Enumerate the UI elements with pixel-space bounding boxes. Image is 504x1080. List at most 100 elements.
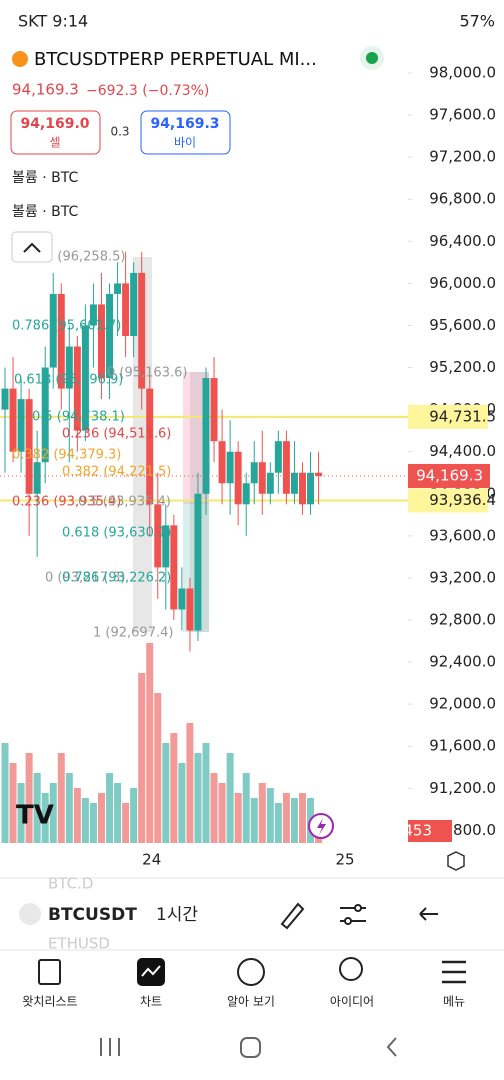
volume-bar: [97, 793, 105, 843]
candle-body: [274, 441, 282, 473]
nav-icon[interactable]: [237, 958, 265, 986]
volume-bar: [170, 733, 178, 843]
candle-body: [154, 504, 162, 568]
y-tick-label: 97,600.0: [429, 106, 496, 124]
sell-button[interactable]: [10, 110, 101, 155]
last-price-label: 94,169.3: [416, 466, 483, 484]
y-tick-label: 98,000.0: [429, 64, 496, 82]
volume-bar: [194, 753, 202, 843]
fib-label: 0 (95,163.6): [107, 366, 187, 381]
indicator-label[interactable]: 볼륨 · BTC: [12, 170, 78, 186]
volume-bar: [242, 773, 250, 843]
bolt-icon: [317, 818, 326, 835]
candle-body: [282, 441, 290, 494]
price-line-tag: [408, 488, 488, 513]
last-price-tag: [408, 463, 490, 488]
coin-icon: [19, 903, 41, 925]
volume-bar: [130, 788, 138, 843]
y-tick-label: 96,000.0: [429, 274, 496, 292]
draw-icon[interactable]: [280, 902, 305, 930]
candle-body: [65, 346, 73, 389]
candle-body: [9, 388, 17, 452]
sell-price[interactable]: 94,169.0: [20, 116, 89, 132]
y-tick-label: 92,000.0: [429, 695, 496, 713]
candle-body: [130, 272, 138, 336]
candle-body: [57, 293, 65, 389]
candle-body: [114, 283, 122, 294]
indicator-label[interactable]: 볼륨 · BTC: [12, 204, 78, 220]
candle-body: [81, 325, 89, 431]
collapse-button[interactable]: [11, 231, 53, 263]
volume-bar: [226, 753, 234, 843]
volume-bar: [57, 753, 65, 843]
volume-bar: [114, 783, 122, 843]
nav-icon[interactable]: [339, 957, 363, 981]
volume-bar: [138, 673, 146, 843]
candle-body: [242, 483, 250, 505]
candle-body: [218, 441, 226, 484]
candle-body: [25, 399, 33, 494]
indicators-icon[interactable]: [340, 904, 366, 925]
volume-bar: [258, 783, 266, 843]
price: 94,169.3: [12, 81, 79, 99]
x-tick-label: 25: [335, 851, 354, 869]
volume-bar: [162, 743, 170, 843]
fib-label: 0.5 (93,935.4): [78, 495, 171, 510]
nav-label[interactable]: 차트: [140, 995, 162, 1009]
volume-bar: [106, 773, 114, 843]
candle-body: [226, 451, 234, 484]
x-tick-label: 24: [142, 851, 161, 869]
y-tick-label: 94,400.0: [429, 442, 496, 460]
interval[interactable]: 1시간: [156, 905, 198, 925]
ui: SKT 9:14 57% BTCUSDTPERP PERPETUAL MI...…: [0, 12, 504, 1058]
candle-body: [290, 472, 298, 494]
candle-body: [106, 293, 114, 379]
volume-bar: [73, 788, 81, 843]
buy-button[interactable]: [140, 110, 231, 155]
candle-body: [234, 451, 242, 505]
fib-label: 0.618 (95,196.9): [14, 373, 123, 388]
candle-body: [33, 462, 41, 494]
fib-label: 0.382 (94,379.3): [12, 448, 121, 463]
symbol-title[interactable]: BTCUSDTPERP PERPETUAL MI...: [34, 49, 317, 70]
volume-tag-label: 453: [403, 822, 432, 840]
nav-icon[interactable]: [38, 959, 61, 985]
fib-label: 0.236 (94,511.6): [62, 427, 171, 442]
toolbar-symbol[interactable]: BTCUSDT: [48, 905, 137, 925]
nav-label[interactable]: 아이디어: [330, 995, 374, 1009]
y-tick-label: 93,200.0: [429, 568, 496, 586]
ghost-symbol: BTC.D: [48, 875, 93, 893]
candle-body: [194, 493, 202, 631]
fib-label: 0.786 (93,226.2): [62, 571, 171, 586]
y-tick-label: 91,200.0: [429, 779, 496, 797]
buy-price[interactable]: 94,169.3: [150, 116, 219, 132]
volume-bar: [202, 743, 210, 843]
candle-body: [73, 346, 81, 431]
sell-label[interactable]: 셀: [49, 136, 60, 150]
y-tick-label: 96,400.0: [429, 232, 496, 250]
volume-bar: [234, 793, 242, 843]
ghost-symbol: ETHUSD: [48, 935, 110, 953]
volume-bar: [49, 783, 57, 843]
volume-bar: [146, 643, 154, 843]
volume-bar: [178, 763, 186, 843]
nav-label[interactable]: 왓치리스트: [22, 995, 77, 1009]
chart: 90,800.091,200.091,600.092,000.092,400.0…: [0, 64, 496, 869]
nav-icon[interactable]: [442, 960, 466, 984]
buy-label[interactable]: 바이: [174, 136, 196, 150]
y-tick-label: 96,800.0: [429, 190, 496, 208]
candle-body: [89, 304, 97, 326]
nav-label[interactable]: 메뉴: [443, 995, 465, 1009]
market-dot: [366, 52, 378, 64]
status-time: SKT 9:14: [18, 12, 88, 31]
settings-icon[interactable]: [447, 851, 465, 871]
nav-label[interactable]: 알아 보기: [227, 995, 275, 1009]
candle-body: [1, 388, 9, 410]
undo-icon[interactable]: [419, 907, 438, 921]
volume-bar: [274, 803, 282, 843]
volume-bar: [282, 793, 290, 843]
fib-label: 0.236 (93,935.4): [12, 495, 121, 510]
price-line-label: 93,936.4: [429, 491, 496, 509]
